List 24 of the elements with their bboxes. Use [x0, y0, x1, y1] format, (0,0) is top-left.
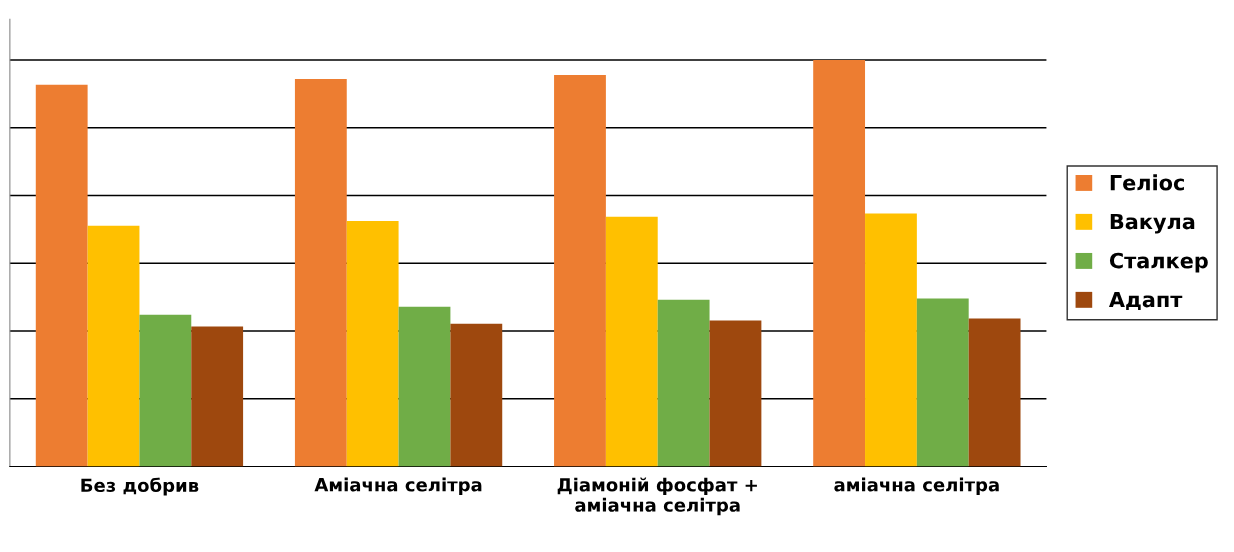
- legend-label: Адапт: [1108, 291, 1183, 310]
- legend-label: Вакула: [1110, 213, 1195, 234]
- x-tick-label: аміачна селітра: [834, 477, 999, 496]
- legend-label: Геліос: [1110, 174, 1184, 191]
- bar: [139, 314, 192, 467]
- bar: [554, 75, 606, 467]
- x-tick-label: Діамоній фосфат + аміачна селітра: [557, 477, 757, 516]
- bar: [35, 84, 88, 467]
- bar: [294, 79, 347, 467]
- bar: [450, 323, 503, 467]
- x-tick-label: Аміачна селітра: [314, 477, 482, 496]
- bar: [813, 59, 866, 467]
- legend-label: Сталкер: [1109, 252, 1208, 273]
- bar: [87, 225, 140, 467]
- bar: [865, 213, 917, 467]
- bar: [191, 326, 244, 467]
- bar: [916, 298, 969, 467]
- bar: [398, 306, 451, 467]
- bar: [346, 220, 399, 467]
- x-tick-label: Без добрив: [81, 477, 199, 496]
- bar: [657, 299, 710, 467]
- bar: [605, 216, 658, 467]
- bar: [968, 318, 1021, 467]
- bar: [709, 320, 762, 467]
